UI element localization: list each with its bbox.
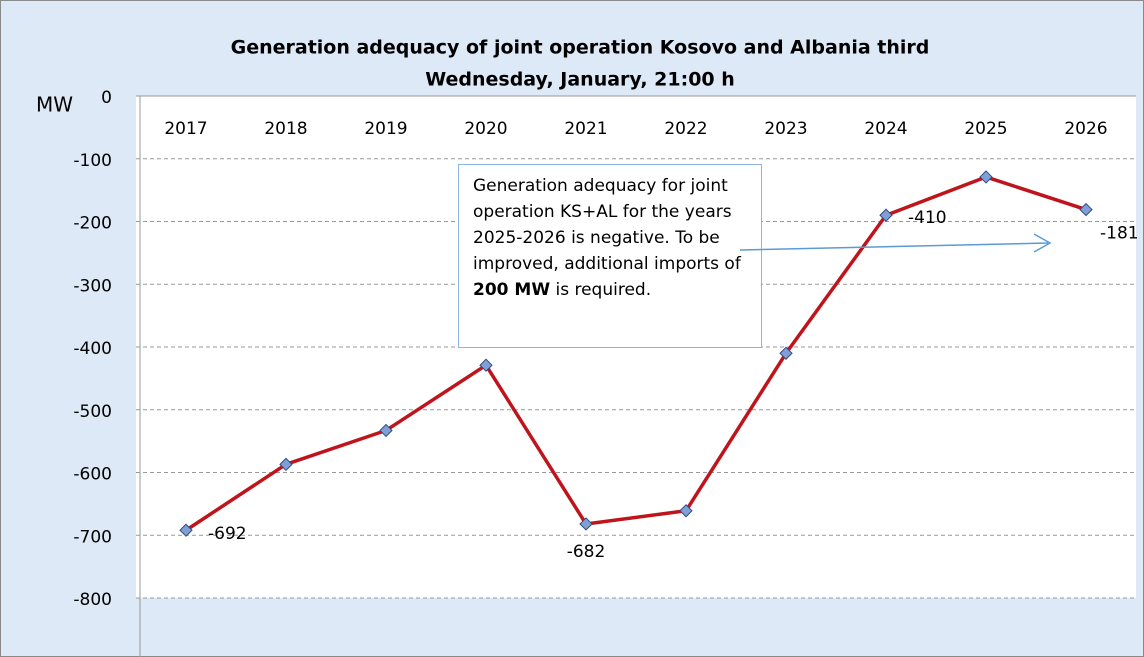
y-tick-label: -300 — [73, 276, 112, 296]
y-tick-label: -100 — [73, 151, 112, 171]
marker — [879, 208, 893, 222]
marker — [479, 358, 493, 372]
annotation-box: Generation adequacy for joint operation … — [458, 164, 762, 348]
y-tick-label: -800 — [73, 590, 112, 610]
marker — [679, 504, 693, 518]
annotation-text: Generation adequacy for joint operation … — [473, 176, 741, 274]
data-label: -692 — [208, 524, 247, 544]
marker — [179, 523, 193, 537]
y-tick-label: -700 — [73, 527, 112, 547]
y-tick-label: -600 — [73, 465, 112, 485]
x-tick-label: 2020 — [464, 119, 507, 139]
marker — [1079, 202, 1093, 217]
x-tick-label: 2025 — [964, 119, 1007, 139]
x-tick-label: 2023 — [764, 119, 807, 139]
chart-subtitle: Wednesday, January, 21:00 h — [425, 69, 735, 91]
data-label: -181 — [1100, 224, 1139, 244]
marker — [279, 457, 293, 472]
x-tick-label: 2026 — [1064, 119, 1107, 139]
y-tick-label: -400 — [73, 339, 112, 359]
marker — [979, 170, 993, 184]
data-label: -410 — [908, 208, 947, 228]
marker — [579, 517, 593, 531]
x-tick-label: 2021 — [564, 119, 607, 139]
y-axis-label: MW — [36, 93, 73, 117]
chart-title: Generation adequacy of joint operation K… — [231, 37, 930, 59]
y-tick-label: -200 — [73, 214, 112, 234]
x-tick-label: 2017 — [164, 119, 207, 139]
x-tick-label: 2019 — [364, 119, 407, 139]
data-label: -682 — [567, 542, 606, 562]
y-tick-label: 0 — [101, 88, 112, 108]
series-line — [185, 175, 1087, 532]
annotation-text: is required. — [550, 280, 652, 300]
y-tick-label: -500 — [73, 402, 112, 422]
marker — [779, 346, 793, 360]
annotation-bold: 200 MW — [473, 280, 551, 300]
x-tick-label: 2022 — [664, 119, 707, 139]
x-tick-label: 2018 — [264, 119, 307, 139]
marker — [379, 423, 393, 438]
x-tick-label: 2024 — [864, 119, 907, 139]
